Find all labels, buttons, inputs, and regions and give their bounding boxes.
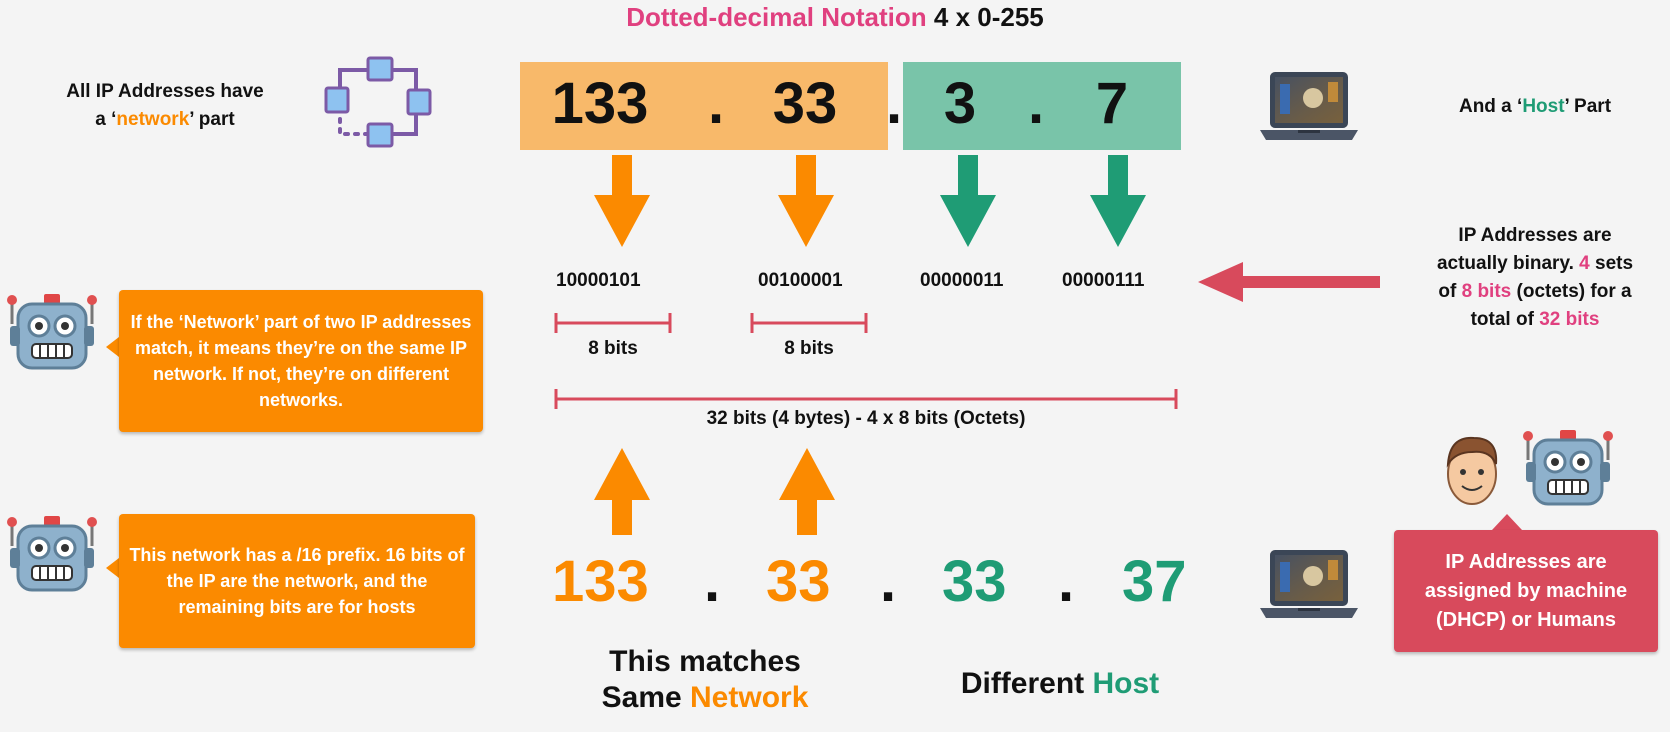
robot-icon <box>1523 430 1613 506</box>
binary-explanation: IP Addresses are actually binary. 4 sets… <box>1436 225 1634 330</box>
bits-label-2: 8 bits <box>784 338 834 359</box>
top-dot-1: . <box>708 71 725 136</box>
network-icon <box>324 56 432 148</box>
robot-icon <box>7 294 97 370</box>
host-block <box>903 62 1181 150</box>
bottom-dot-3: . <box>1058 549 1075 614</box>
down-arrow-icon <box>594 155 650 247</box>
top-dot-3: . <box>1028 71 1045 136</box>
bracket-8bits-2 <box>750 313 868 333</box>
bracket-8bits-1 <box>554 313 672 333</box>
host-part-text: And a ‘Host’ Part <box>1458 96 1612 117</box>
same-network-caption: This matches Same Network <box>601 645 809 714</box>
title-range: 4 x 0-255 <box>933 2 1044 32</box>
bracket-32bits <box>554 389 1178 409</box>
binary-octet-4: 00000111 <box>1062 270 1145 291</box>
binary-octet-2: 00100001 <box>758 270 843 291</box>
different-host-caption: Different Host <box>960 667 1160 700</box>
binary-octet-3: 00000011 <box>920 270 1004 291</box>
bottom-dot-2: . <box>880 549 897 614</box>
binary-octet-1: 10000101 <box>556 270 641 291</box>
prefix-callout: This network has a /16 prefix. 16 bits o… <box>119 514 475 648</box>
bottom-octet-4: 37 <box>1122 549 1187 614</box>
down-arrow-icon <box>940 155 996 247</box>
top-octet-1: 133 <box>551 71 649 136</box>
left-arrow-icon <box>1198 262 1380 302</box>
page-title: Dotted-decimal Notation 4 x 0-255 <box>0 2 1670 33</box>
robot-icon <box>7 516 97 592</box>
top-octet-2: 33 <box>772 71 838 136</box>
laptop-icon <box>1260 72 1358 140</box>
down-arrow-icon <box>778 155 834 247</box>
bottom-dot-1: . <box>704 549 721 614</box>
network-match-callout: If the ‘Network’ part of two IP addresse… <box>119 290 483 432</box>
total-bits-label: 32 bits (4 bytes) - 4 x 8 bits (Octets) <box>706 408 1026 429</box>
down-arrow-icon <box>1090 155 1146 247</box>
top-octet-4: 7 <box>1095 71 1129 136</box>
laptop-icon <box>1260 550 1358 618</box>
up-arrow-icon <box>779 448 835 535</box>
top-octet-3: 3 <box>943 71 977 136</box>
top-dot-2: . <box>886 71 903 136</box>
bottom-octet-2: 33 <box>766 549 831 614</box>
person-icon <box>1446 436 1498 505</box>
bottom-octet-1: 133 <box>552 549 649 614</box>
bits-label-1: 8 bits <box>588 338 638 359</box>
title-notation: Dotted-decimal Notation <box>626 2 927 32</box>
network-word: network <box>116 109 190 130</box>
bottom-octet-3: 33 <box>942 549 1007 614</box>
up-arrow-icon <box>594 448 650 535</box>
assignment-callout: IP Addresses are assigned by machine (DH… <box>1394 530 1658 652</box>
network-block <box>520 62 888 150</box>
network-part-text: All IP Addresses have a ‘network’ part <box>66 81 264 130</box>
host-word: Host <box>1522 96 1565 117</box>
